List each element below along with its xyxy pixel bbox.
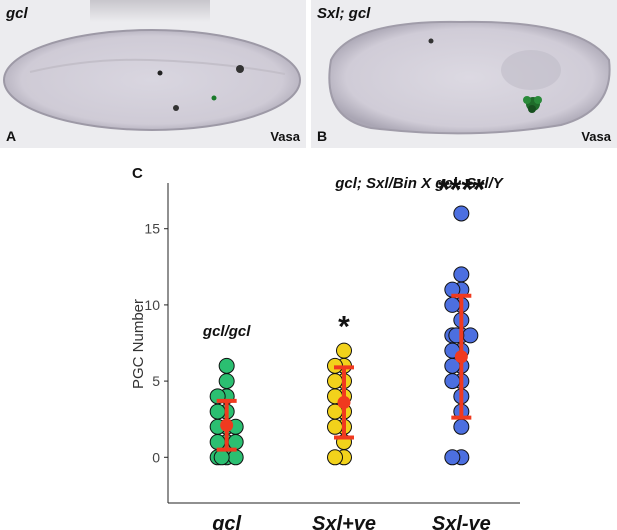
data-point xyxy=(209,434,226,451)
y-tick-label: 5 xyxy=(152,373,160,389)
panel-b-stain-label: Vasa xyxy=(581,129,611,144)
pgc-number-chart: C gcl; Sxl/Bin X gcl; Sxl/Y PGC Number 0… xyxy=(130,165,520,530)
embryo-image-a xyxy=(3,0,301,131)
y-tick-label: 10 xyxy=(144,297,160,313)
group-annotation: * xyxy=(338,311,350,344)
data-point xyxy=(209,403,226,420)
mean-sd-markers xyxy=(216,293,472,452)
y-tick-label: 15 xyxy=(144,221,160,237)
micrograph-panel-b: Sxl; gcl B Vasa xyxy=(311,0,617,148)
data-point xyxy=(444,449,461,466)
data-point xyxy=(218,357,235,374)
data-point xyxy=(327,373,343,390)
data-point xyxy=(227,434,244,451)
chart-axes: 0 5 10 15 xyxy=(144,183,520,504)
mean-marker xyxy=(337,395,351,409)
data-point xyxy=(453,266,470,283)
data-point xyxy=(327,449,343,466)
x-tick-labels: gcl Sxl+ve Sxl-ve xyxy=(211,513,491,530)
chart-panel-letter: C xyxy=(132,165,143,182)
mean-marker xyxy=(220,418,234,432)
group-annotation: gcl/gcl xyxy=(202,323,251,340)
panel-a-stain-label: Vasa xyxy=(270,129,300,144)
mean-marker xyxy=(454,350,468,364)
data-point xyxy=(227,449,244,466)
embryo-image-b xyxy=(328,20,611,135)
micrograph-panel-a: gcl A Vasa xyxy=(0,0,306,148)
group-annotation: **** xyxy=(438,173,485,206)
chart-title: gcl; Sxl/Bin X gcl; Sxl/Y xyxy=(334,175,505,192)
data-point xyxy=(213,449,230,466)
data-point xyxy=(444,373,461,390)
y-axis-label: PGC Number xyxy=(130,299,147,389)
data-point xyxy=(444,296,461,313)
panel-b-title: Sxl; gcl xyxy=(317,5,371,22)
x-tick-label: gcl xyxy=(211,513,241,530)
panel-a-title: gcl xyxy=(6,5,28,22)
data-point xyxy=(327,418,343,435)
data-point xyxy=(453,418,470,435)
x-tick-label: Sxl+ve xyxy=(312,513,376,530)
group-annotations: gcl/gcl ***** xyxy=(202,173,485,343)
data-point xyxy=(453,205,470,222)
panel-b-letter: B xyxy=(317,128,328,144)
x-tick-label: Sxl-ve xyxy=(432,513,491,530)
y-tick-label: 0 xyxy=(152,449,160,465)
data-point xyxy=(218,373,235,390)
data-point xyxy=(336,342,352,359)
data-point xyxy=(462,327,479,344)
panel-a-letter: A xyxy=(6,128,17,144)
